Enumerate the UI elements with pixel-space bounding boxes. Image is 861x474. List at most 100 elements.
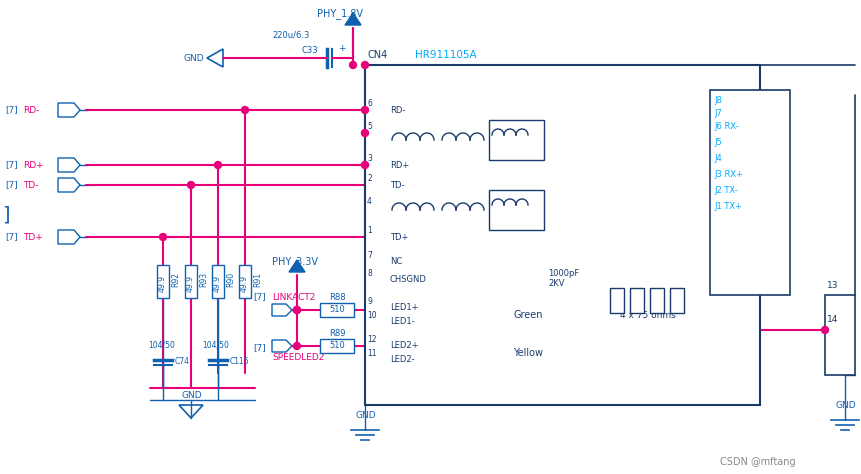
- Text: TD-: TD-: [390, 181, 405, 190]
- Text: TD+: TD+: [390, 233, 408, 241]
- Text: 1000pF: 1000pF: [548, 268, 579, 277]
- Bar: [630, 288, 644, 313]
- Text: [7]: [7]: [253, 292, 266, 301]
- Text: LINKACT2: LINKACT2: [272, 292, 315, 301]
- Text: 49.9: 49.9: [186, 275, 195, 292]
- Bar: [670, 288, 684, 313]
- Text: [7]: [7]: [253, 344, 266, 353]
- Bar: [185, 265, 197, 298]
- Bar: [320, 303, 354, 317]
- Text: 4 x 75 ohms: 4 x 75 ohms: [620, 310, 676, 319]
- Text: [7]: [7]: [5, 106, 18, 115]
- Text: [7]: [7]: [5, 233, 18, 241]
- Bar: [610, 288, 624, 313]
- Text: R93: R93: [199, 272, 208, 287]
- Text: +: +: [338, 44, 345, 53]
- Text: CSDN @mftang: CSDN @mftang: [720, 457, 796, 467]
- Circle shape: [241, 107, 249, 113]
- Text: LED1-: LED1-: [390, 318, 415, 327]
- Text: R90: R90: [226, 272, 235, 287]
- Circle shape: [294, 343, 300, 349]
- Bar: [212, 265, 224, 298]
- Bar: [825, 295, 855, 375]
- Text: J4: J4: [714, 154, 722, 163]
- Circle shape: [159, 234, 166, 240]
- Circle shape: [821, 327, 828, 334]
- Circle shape: [188, 182, 195, 189]
- Circle shape: [214, 162, 221, 168]
- Text: 510: 510: [329, 306, 345, 315]
- Text: LED2-: LED2-: [390, 356, 415, 365]
- Text: RD-: RD-: [390, 106, 406, 115]
- Text: PHY_3.3V: PHY_3.3V: [272, 256, 318, 267]
- Text: 12: 12: [367, 335, 376, 344]
- Text: 49.9: 49.9: [158, 275, 167, 292]
- Text: 9: 9: [367, 297, 372, 306]
- Text: R92: R92: [171, 272, 180, 287]
- Text: 8: 8: [367, 268, 372, 277]
- Text: 2: 2: [367, 173, 372, 182]
- Circle shape: [362, 62, 369, 69]
- Text: 49.9: 49.9: [213, 275, 222, 292]
- Text: RD+: RD+: [23, 161, 44, 170]
- Text: Green: Green: [513, 310, 542, 320]
- Polygon shape: [289, 260, 305, 272]
- Text: LED1+: LED1+: [390, 303, 418, 312]
- Text: 6: 6: [367, 99, 372, 108]
- Circle shape: [294, 307, 300, 313]
- Bar: [710, 90, 790, 295]
- Text: J3 RX+: J3 RX+: [714, 170, 743, 179]
- Text: C115: C115: [230, 357, 250, 366]
- Text: RD+: RD+: [390, 161, 409, 170]
- Text: TD-: TD-: [23, 181, 39, 190]
- Text: J1 TX+: J1 TX+: [714, 201, 742, 210]
- Text: J7: J7: [714, 109, 722, 118]
- Text: 49.9: 49.9: [240, 275, 249, 292]
- Circle shape: [294, 307, 300, 313]
- Text: J8: J8: [714, 95, 722, 104]
- Bar: [320, 339, 354, 353]
- Bar: [157, 265, 169, 298]
- Bar: [489, 120, 544, 160]
- Text: GND: GND: [355, 411, 375, 420]
- Text: CHSGND: CHSGND: [390, 275, 427, 284]
- Text: 1: 1: [367, 226, 372, 235]
- Text: C33: C33: [302, 46, 319, 55]
- Text: HR911105A: HR911105A: [415, 50, 477, 60]
- Text: R88: R88: [329, 292, 345, 301]
- Text: 10: 10: [367, 310, 376, 319]
- Text: TD+: TD+: [23, 233, 43, 241]
- Text: Yellow: Yellow: [513, 348, 543, 358]
- Text: SPEEDLED2: SPEEDLED2: [272, 354, 325, 363]
- Text: LED2+: LED2+: [390, 341, 418, 350]
- Text: 2KV: 2KV: [548, 280, 565, 289]
- Bar: [365, 65, 760, 405]
- Text: CN4: CN4: [368, 50, 388, 60]
- Text: 14: 14: [827, 316, 839, 325]
- Text: GND: GND: [182, 391, 202, 400]
- Text: J2 TX-: J2 TX-: [714, 185, 738, 194]
- Text: 13: 13: [827, 281, 839, 290]
- Text: 4: 4: [367, 197, 372, 206]
- Circle shape: [362, 129, 369, 137]
- Circle shape: [362, 107, 369, 113]
- Text: GND: GND: [835, 401, 856, 410]
- Polygon shape: [345, 13, 361, 25]
- Text: 5: 5: [367, 121, 372, 130]
- Bar: [650, 288, 664, 313]
- Text: GND: GND: [183, 54, 203, 63]
- Text: 510: 510: [329, 341, 345, 350]
- Text: NC: NC: [390, 257, 402, 266]
- Text: 104/50: 104/50: [202, 340, 229, 349]
- Text: J6 RX-: J6 RX-: [714, 121, 739, 130]
- Text: R89: R89: [329, 328, 345, 337]
- Text: 11: 11: [367, 348, 376, 357]
- Text: C74: C74: [175, 357, 190, 366]
- Text: 7: 7: [367, 250, 372, 259]
- Circle shape: [362, 162, 369, 168]
- Text: 104/50: 104/50: [148, 340, 175, 349]
- Text: 220u/6.3: 220u/6.3: [272, 30, 309, 39]
- Text: 3: 3: [367, 154, 372, 163]
- Text: ]: ]: [2, 206, 9, 225]
- Text: PHY_1.8V: PHY_1.8V: [317, 9, 363, 19]
